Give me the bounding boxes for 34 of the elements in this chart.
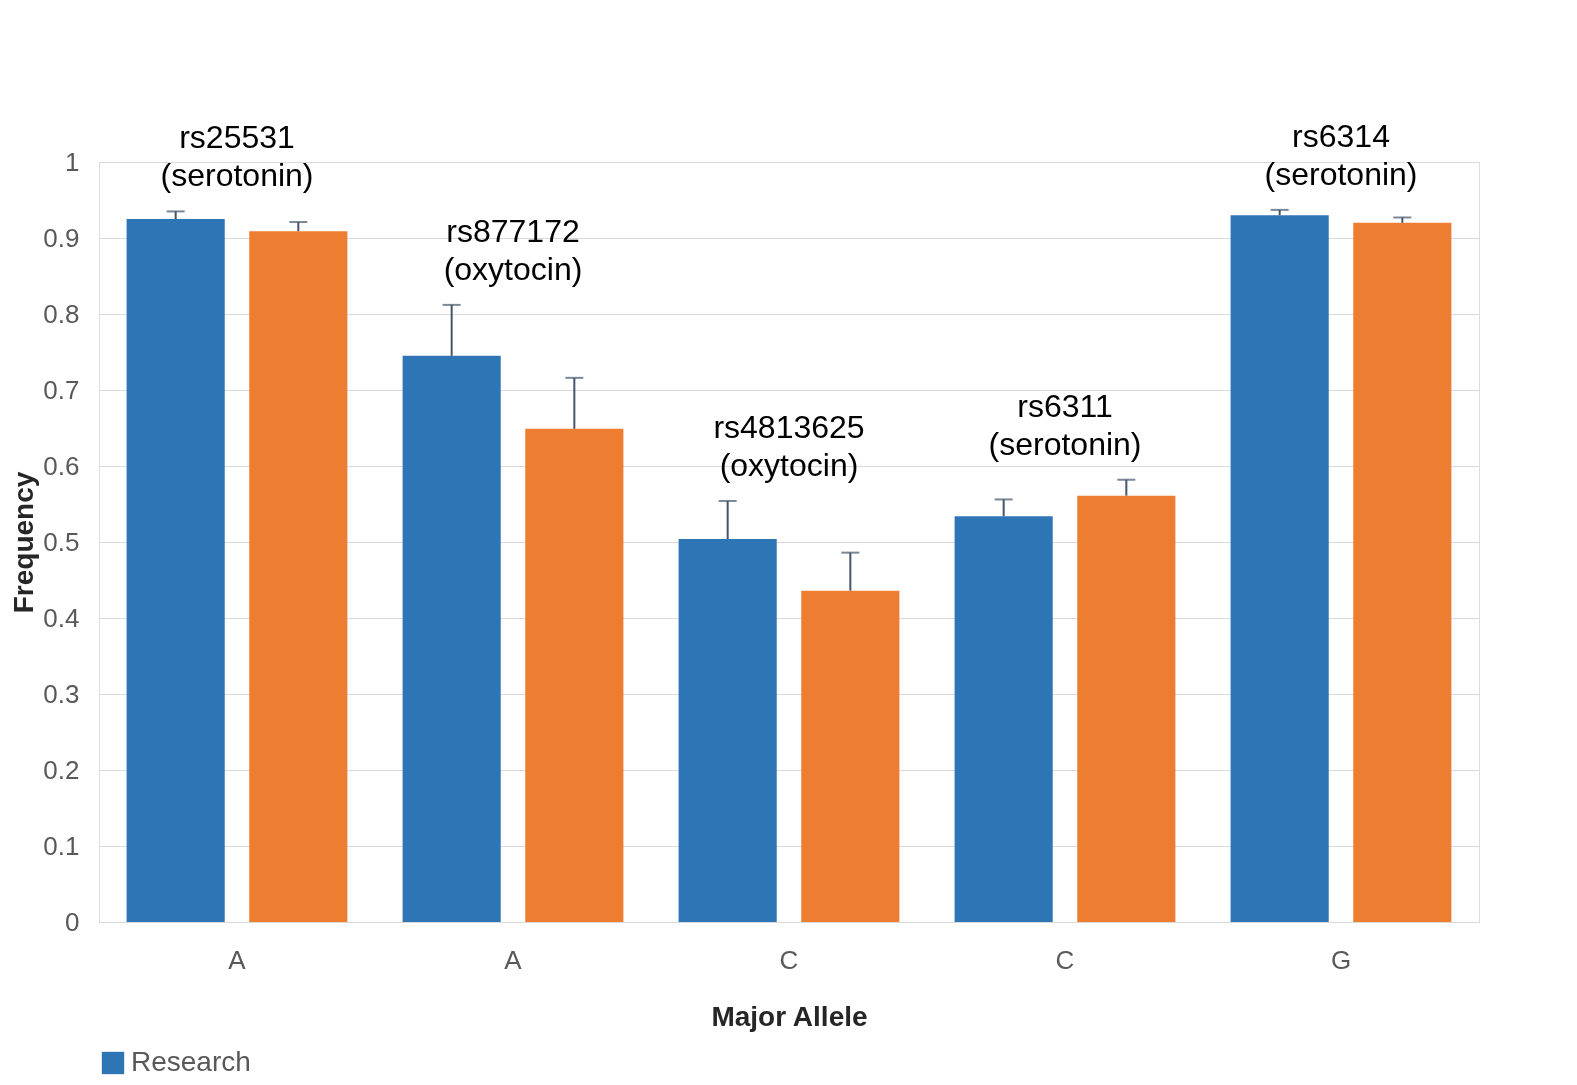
y-tick-label: 0.9 — [43, 222, 80, 253]
bar — [801, 590, 900, 922]
x-axis-title: Major Allele — [711, 1000, 868, 1032]
y-tick-label: 1 — [65, 146, 80, 177]
x-tick-label: G — [1330, 944, 1352, 975]
bar — [678, 538, 777, 922]
annotation: rs4813625 (oxytocin) — [713, 408, 865, 483]
y-tick-label: 0.1 — [43, 830, 80, 861]
annotation: rs877172 (oxytocin) — [443, 212, 583, 287]
x-tick-label: A — [228, 944, 247, 975]
y-tick-label: 0.8 — [43, 298, 80, 329]
bar — [1353, 222, 1452, 922]
y-tick-label: 0.2 — [43, 754, 80, 785]
annotation: rs6314 (serotonin) — [1264, 117, 1418, 192]
y-tick-label: 0.6 — [43, 450, 80, 481]
y-tick-label: 0.5 — [43, 526, 80, 557]
y-tick-label: 0.3 — [43, 678, 80, 709]
y-tick-label: 0 — [65, 906, 80, 937]
x-tick-label: C — [1055, 944, 1075, 975]
bar — [525, 428, 624, 922]
x-tick-label: A — [504, 944, 523, 975]
bar — [249, 231, 348, 922]
annotation: rs25531 (serotonin) — [160, 119, 314, 194]
annotation: rs6311 (serotonin) — [988, 387, 1142, 462]
y-tick-label: 0.4 — [43, 602, 80, 633]
y-axis-title: Frequency — [8, 471, 40, 614]
bar — [954, 516, 1053, 922]
x-tick-label: C — [779, 944, 799, 975]
bar — [402, 355, 501, 922]
legend-label: Research — [131, 1046, 251, 1077]
y-tick-label: 0.7 — [43, 374, 80, 405]
bar — [1230, 215, 1329, 922]
bar — [126, 219, 225, 922]
bar — [1077, 495, 1176, 922]
